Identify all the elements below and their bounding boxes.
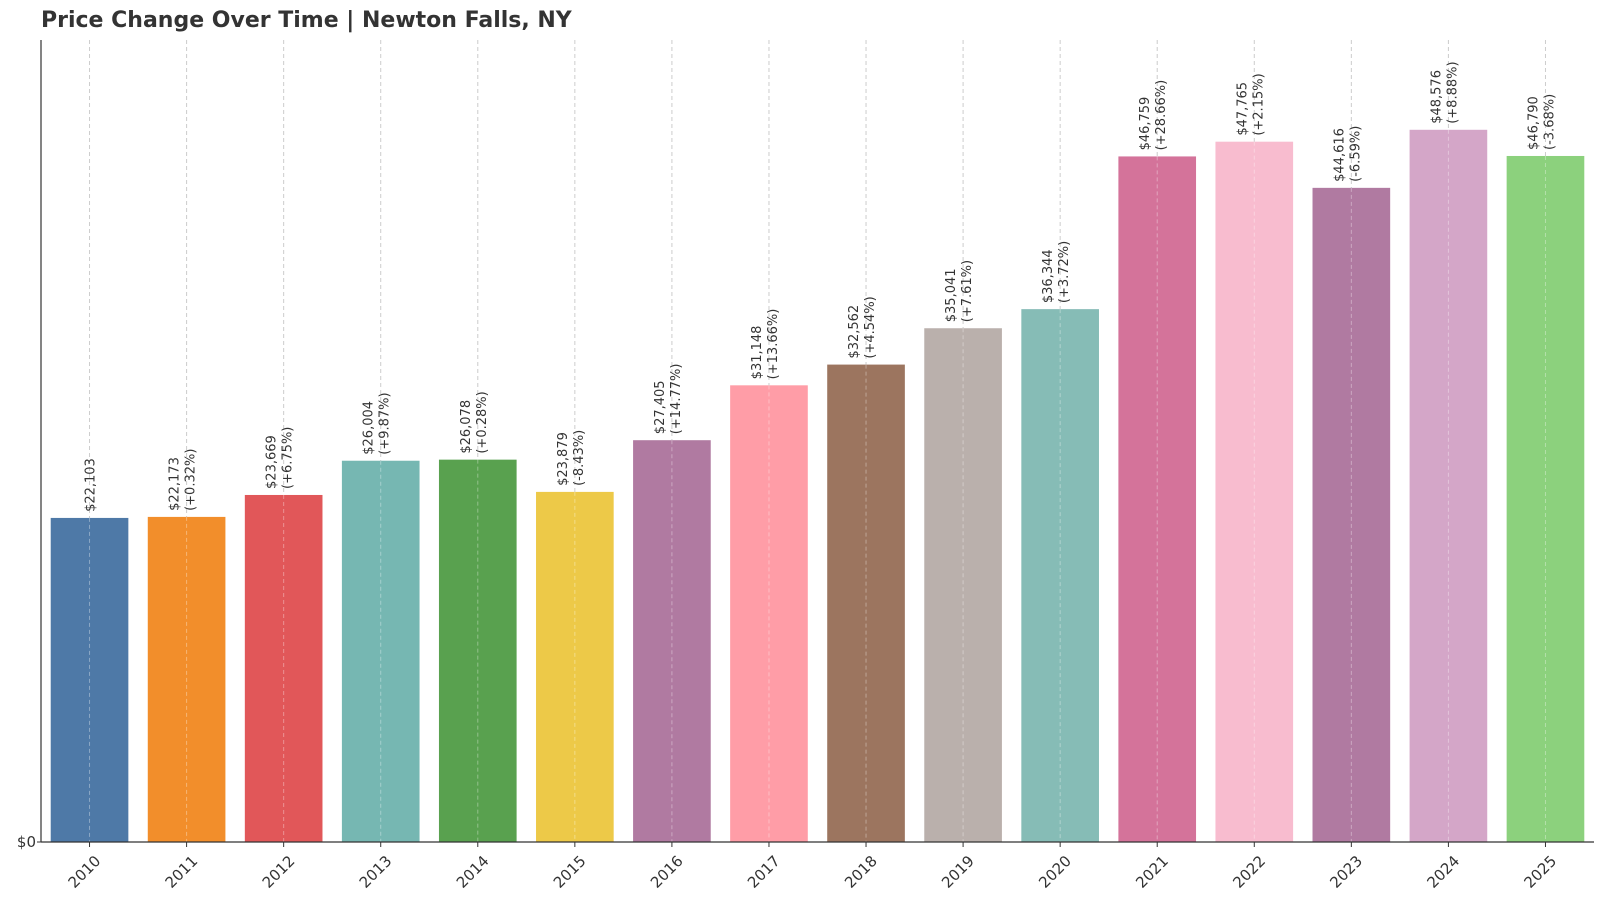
x-tick-label-2019: 2019 xyxy=(938,852,978,892)
value-label-2022: $47,765 xyxy=(1235,82,1250,136)
x-tick-label-2022: 2022 xyxy=(1229,852,1269,892)
data-labels: $22,103 $22,173 (+0.32%) $23,669 (+6.75%) $26… xyxy=(84,61,1558,511)
bar-2014 xyxy=(438,459,517,842)
x-tick-label-2012: 2012 xyxy=(259,852,299,892)
change-label-2012: (+6.75%) xyxy=(281,427,296,489)
change-label-2025: (-3.68%) xyxy=(1542,94,1557,150)
value-label-2014: $26,078 xyxy=(459,400,474,454)
value-label-2010: $22,103 xyxy=(84,458,99,512)
change-label-2019: (+7.61%) xyxy=(960,260,975,322)
value-label-2021: $46,759 xyxy=(1138,97,1153,151)
x-tick-label-2011: 2011 xyxy=(162,852,202,892)
bars xyxy=(50,129,1585,843)
change-label-2015: (-8.43%) xyxy=(572,430,587,486)
bar-2021 xyxy=(1118,156,1197,842)
bar-2011 xyxy=(147,516,226,842)
x-tick-label-2018: 2018 xyxy=(841,852,881,892)
bar-2010 xyxy=(50,517,129,842)
change-label-2011: (+0.32%) xyxy=(184,449,199,511)
change-label-2023: (-6.59%) xyxy=(1348,126,1363,182)
bar-2025 xyxy=(1506,155,1585,842)
x-tick-label-2017: 2017 xyxy=(744,852,784,892)
bar-2022 xyxy=(1215,141,1294,843)
bar-2024 xyxy=(1409,129,1488,842)
x-tick-labels: 2010 2011 2012 2013 2014 2015 2016 2017 2018 2019… xyxy=(65,852,1561,892)
change-label-2024: (+8.88%) xyxy=(1445,61,1460,123)
value-label-2020: $36,344 xyxy=(1041,249,1056,303)
bar-2017 xyxy=(730,385,808,842)
bar-2012 xyxy=(244,494,323,842)
y-tick-label: $0 xyxy=(17,833,36,851)
value-label-2019: $35,041 xyxy=(944,268,959,322)
value-label-2024: $48,576 xyxy=(1429,70,1444,124)
x-tick-label-2013: 2013 xyxy=(356,852,396,892)
x-tick-label-2025: 2025 xyxy=(1520,852,1560,892)
x-tick-label-2020: 2020 xyxy=(1035,852,1075,892)
value-label-2016: $27,405 xyxy=(653,380,668,434)
value-label-2017: $31,148 xyxy=(750,326,765,380)
value-label-2025: $46,790 xyxy=(1526,96,1541,150)
change-label-2017: (+13.66%) xyxy=(766,309,781,380)
axes: $0 xyxy=(17,40,1594,851)
chart-title: Price Change Over Time | Newton Falls, N… xyxy=(41,8,572,33)
change-label-2018: (+4.54%) xyxy=(863,296,878,358)
x-tick-label-2010: 2010 xyxy=(65,852,105,892)
change-label-2020: (+3.72%) xyxy=(1057,241,1072,303)
x-tick-label-2014: 2014 xyxy=(453,852,493,892)
bar-2013 xyxy=(341,460,420,842)
value-label-2018: $32,562 xyxy=(847,305,862,359)
change-label-2021: (+28.66%) xyxy=(1154,80,1169,151)
x-tick-label-2023: 2023 xyxy=(1326,852,1366,892)
bar-2023 xyxy=(1312,187,1391,843)
x-tick-label-2016: 2016 xyxy=(647,852,687,892)
grid-overlay xyxy=(89,129,1546,842)
change-label-2014: (+0.28%) xyxy=(475,391,490,453)
change-label-2022: (+2.15%) xyxy=(1251,73,1266,135)
x-tick-label-2024: 2024 xyxy=(1423,852,1463,892)
bar-2018 xyxy=(827,364,905,842)
value-label-2012: $23,669 xyxy=(265,435,280,489)
value-label-2015: $23,879 xyxy=(556,432,571,486)
bar-2016 xyxy=(633,440,711,842)
bar-2015 xyxy=(536,491,614,842)
bar-2019 xyxy=(924,328,1002,842)
value-label-2013: $26,004 xyxy=(362,401,377,455)
change-label-2013: (+9.87%) xyxy=(378,392,393,454)
value-label-2023: $44,616 xyxy=(1332,128,1347,182)
value-label-2011: $22,173 xyxy=(168,457,183,511)
bar-2020 xyxy=(1021,309,1099,842)
x-tick-label-2015: 2015 xyxy=(550,852,590,892)
change-label-2016: (+14.77%) xyxy=(669,364,684,435)
x-tick-label-2021: 2021 xyxy=(1132,852,1172,892)
